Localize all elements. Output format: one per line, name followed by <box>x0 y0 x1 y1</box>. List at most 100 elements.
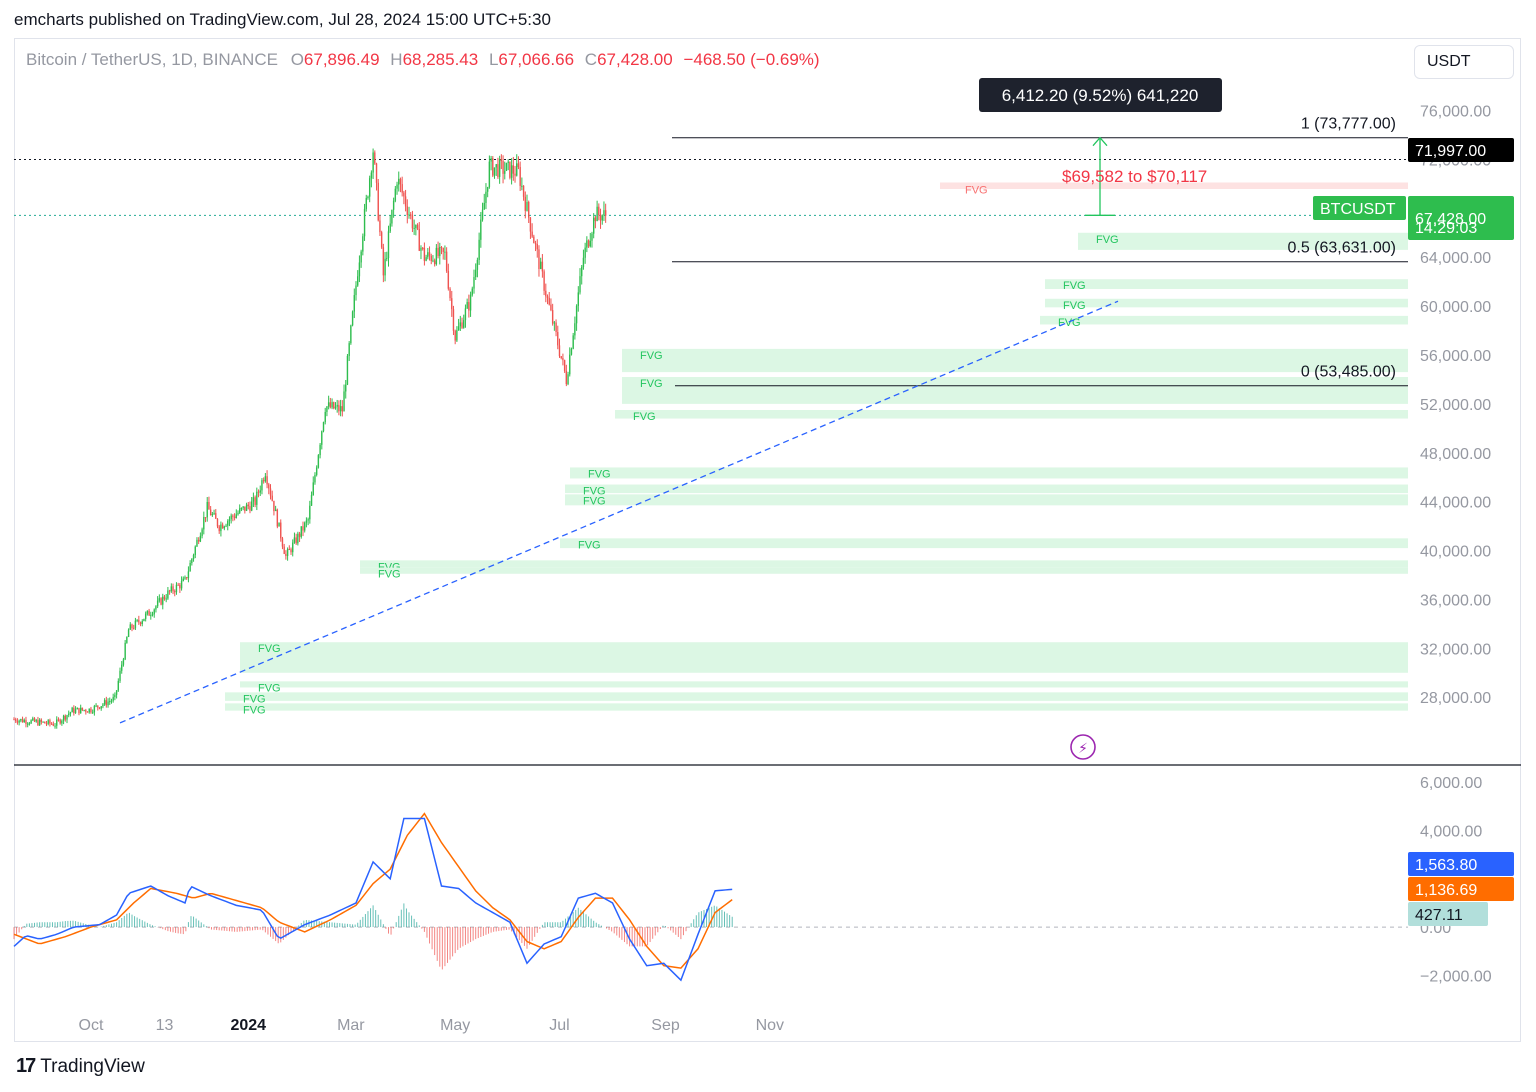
candle-body <box>505 162 508 171</box>
candle-body <box>589 240 591 247</box>
candle-body <box>79 707 82 714</box>
candle-body <box>420 247 422 251</box>
candle-body <box>158 598 161 601</box>
candle-body <box>197 539 200 542</box>
fvg-zone-bearish <box>940 182 1408 189</box>
candle-body <box>23 720 25 723</box>
candle-body <box>375 163 378 183</box>
fvg-zone <box>360 560 1408 568</box>
candle-body <box>411 215 414 229</box>
candle-body <box>21 719 24 723</box>
level-tag[interactable] <box>1408 138 1514 162</box>
candle-body <box>553 322 556 324</box>
signal-value-tag[interactable] <box>1408 877 1514 901</box>
candle-body <box>276 509 279 527</box>
signal-line[interactable] <box>13 812 733 969</box>
candle-body <box>133 628 135 630</box>
candle-body <box>307 519 309 521</box>
symbol-title[interactable]: Bitcoin / TetherUS, 1D, BINANCE <box>26 50 278 69</box>
candle-body <box>574 323 576 336</box>
candle-body <box>240 507 243 509</box>
candle-body <box>45 723 48 725</box>
candle-body <box>560 356 562 359</box>
measure-arrow-head <box>1092 136 1108 147</box>
last-price-tag-text: 67,428.00 <box>1415 211 1486 228</box>
candle-body <box>331 402 333 408</box>
candle-body <box>91 712 94 714</box>
candle-body <box>558 345 561 357</box>
fvg-zone <box>1040 315 1408 325</box>
fvg-zone <box>240 642 1408 673</box>
candle-body <box>122 659 125 665</box>
candle-body <box>483 202 485 210</box>
candle-body <box>83 709 85 711</box>
candle-body <box>297 533 299 544</box>
candle-body <box>350 325 352 344</box>
candle-body <box>134 620 137 629</box>
candle-body <box>131 624 133 629</box>
candle-body <box>256 491 258 505</box>
candle-body <box>469 294 472 311</box>
candle-body <box>345 384 347 392</box>
candle-body <box>603 210 605 216</box>
trendline[interactable] <box>119 300 1119 724</box>
candle-body <box>338 404 340 412</box>
candle-body <box>546 296 549 298</box>
candle-body <box>25 720 27 724</box>
candle-body <box>280 522 282 539</box>
high-label: H <box>390 50 403 69</box>
change-value: −468.50 (−0.69%) <box>683 50 820 69</box>
candle-body <box>454 330 456 341</box>
candle-body <box>333 402 335 409</box>
lightning-icon[interactable] <box>1070 734 1096 760</box>
candle-body <box>278 522 280 527</box>
candle-body <box>512 165 515 174</box>
candle-body <box>486 186 489 192</box>
candle-body <box>148 610 150 616</box>
fvg-label: FVG <box>243 704 266 716</box>
candle-body <box>233 516 236 518</box>
candle-body <box>581 266 583 277</box>
measure-box[interactable] <box>979 78 1222 112</box>
currency-selector-button[interactable]: USDT <box>1414 45 1514 79</box>
candle-body <box>298 533 301 537</box>
fvg-zone <box>1078 232 1408 250</box>
candle-body <box>215 513 217 519</box>
candle-body <box>533 236 535 244</box>
candle-body <box>50 723 53 725</box>
candle-body <box>319 444 321 456</box>
footer-brand[interactable]: 17 TradingView <box>16 1055 145 1078</box>
candle-body <box>52 724 55 726</box>
fvg-label: FVG <box>1063 280 1086 292</box>
candle-body <box>485 191 487 203</box>
candle-body <box>440 246 443 249</box>
symbol-tag[interactable] <box>1313 196 1406 220</box>
histogram-value-tag[interactable] <box>1408 902 1488 926</box>
candle-body <box>86 711 89 713</box>
candle-body <box>569 354 571 375</box>
candle-body <box>249 506 251 511</box>
macd-line[interactable] <box>13 817 733 982</box>
last-price-tag[interactable] <box>1408 196 1514 240</box>
candle-body <box>531 231 533 237</box>
candle-body <box>480 219 482 240</box>
candle-body <box>273 500 275 512</box>
symbol-tag-text: BTCUSDT <box>1320 201 1396 218</box>
candle-body <box>204 517 207 519</box>
candle-body <box>247 504 249 507</box>
candle-body <box>66 715 68 720</box>
fvg-zone <box>565 494 1408 506</box>
candle-body <box>28 723 31 725</box>
candle-body <box>35 720 37 722</box>
candle-body <box>367 196 369 199</box>
candle-body <box>78 707 80 714</box>
candle-body <box>321 431 323 445</box>
candle-body <box>368 178 371 197</box>
fib-1-label: 1 (73,777.00) <box>1301 116 1396 133</box>
candle-body <box>379 220 381 233</box>
macd-value-tag[interactable] <box>1408 852 1514 876</box>
candle-body <box>90 708 92 713</box>
candle-body <box>150 615 152 617</box>
candle-body <box>478 239 480 260</box>
